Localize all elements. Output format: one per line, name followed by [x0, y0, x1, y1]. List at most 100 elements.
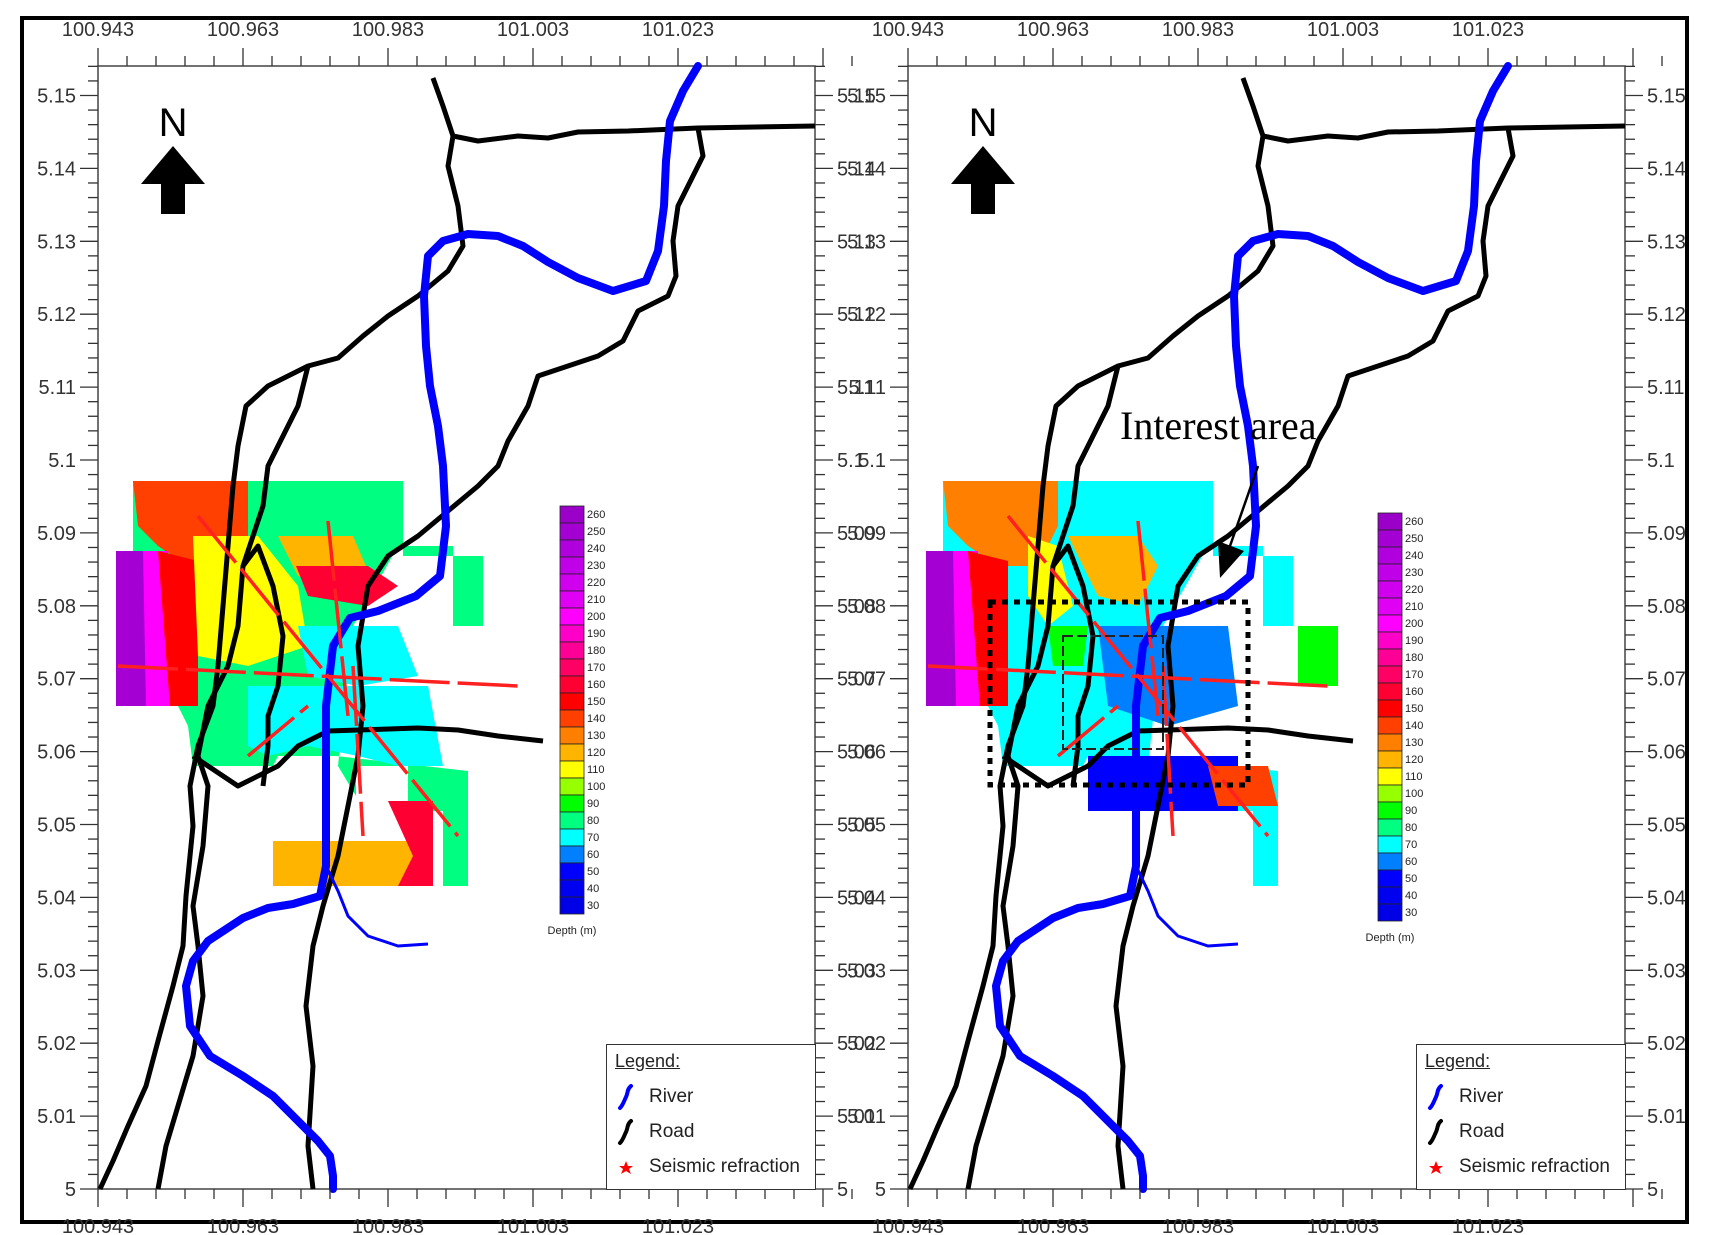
colorbar-level-label: 70	[1405, 839, 1417, 851]
y-tick-label-right: 5.14	[837, 158, 876, 180]
x-tick-label-top: 100.983	[1162, 19, 1234, 41]
y-tick-label-right: 5.1	[837, 450, 865, 472]
colorbar-level-label: 40	[587, 883, 599, 895]
y-tick-label-left: 5.06	[37, 742, 76, 764]
x-tick-label-bottom: 100.963	[207, 1216, 279, 1235]
y-tick-label-right: 5.01	[1647, 1106, 1686, 1128]
y-tick-label-right: 5.08	[1647, 596, 1686, 618]
x-tick-label-top: 100.963	[207, 19, 279, 41]
y-tick-label-left: 5.05	[847, 815, 886, 837]
colorbar-level-label: 80	[587, 815, 599, 827]
y-tick-label-left: 5	[875, 1179, 886, 1201]
legend-item: Road	[1425, 1118, 1504, 1146]
x-tick-label-bottom: 100.983	[1162, 1216, 1234, 1235]
y-tick-label-left: 5.09	[37, 523, 76, 545]
legend-item-label: Road	[649, 1121, 695, 1142]
y-tick-label-left: 5.07	[847, 669, 886, 691]
legend-item-label: Seismic refraction	[1459, 1156, 1610, 1177]
x-tick-label-bottom: 100.943	[62, 1216, 134, 1235]
colorbar-level-label: 200	[1405, 618, 1423, 630]
y-tick-label-left: 5.15	[847, 86, 886, 108]
y-tick-label-right: 5.11	[1647, 377, 1684, 399]
seismic-refraction-lines	[117, 514, 519, 838]
colorbar-level-label: 80	[1405, 822, 1417, 834]
legend-item-label: River	[649, 1086, 694, 1107]
y-tick-label-left: 5.04	[37, 887, 76, 909]
y-tick-label-left: 5	[65, 1179, 76, 1201]
legend-item: Seismic refraction	[615, 1153, 800, 1181]
colorbar-level-label: 230	[587, 560, 605, 572]
north-arrow-icon: N	[951, 101, 1015, 214]
y-tick-label-left: 5.03	[847, 960, 886, 982]
legend-item: Seismic refraction	[1425, 1153, 1610, 1181]
x-tick-label-top: 101.023	[642, 19, 714, 41]
callout-arrow-icon	[1218, 465, 1260, 578]
y-tick-label-right: 5.02	[837, 1033, 876, 1055]
y-tick-label-left: 5.1	[858, 450, 886, 472]
map-legend: Legend: River Road Seismic refraction	[1416, 1044, 1626, 1190]
y-tick-label-left: 5.08	[37, 596, 76, 618]
interest-area-box	[987, 599, 1251, 788]
y-tick-label-right: 5.14	[1647, 158, 1686, 180]
y-tick-label-left: 5.01	[847, 1106, 886, 1128]
y-tick-label-right: 5.06	[1647, 742, 1686, 764]
y-tick-label-right: 5.1	[1647, 450, 1675, 472]
road-line-icon	[618, 1119, 633, 1145]
y-tick-label-left: 5.04	[847, 887, 886, 909]
colorbar-level-label: 250	[1405, 533, 1423, 545]
x-tick-label-bottom: 101.003	[497, 1216, 569, 1235]
y-tick-label-left: 5.15	[37, 86, 76, 108]
y-tick-label-right: 5.09	[1647, 523, 1686, 545]
y-tick-label-left: 5.09	[847, 523, 886, 545]
y-tick-label-left: 5.07	[37, 669, 76, 691]
colorbar-level-label: 220	[587, 577, 605, 589]
colorbar-level-label: 160	[1405, 686, 1423, 698]
colorbar-level-label: 140	[587, 713, 605, 725]
svg-text:N: N	[969, 101, 998, 145]
x-tick-label-top: 100.963	[1017, 19, 1089, 41]
y-tick-label-right: 5.12	[837, 304, 876, 326]
road-line-icon	[1428, 1119, 1443, 1145]
colorbar-level-label: 30	[587, 900, 599, 912]
axis-ticks: 100.943 100.943 100.963 100.963 100.983 100.9…	[37, 19, 876, 1235]
seismic-star-icon	[1429, 1161, 1443, 1174]
x-tick-label-top: 100.983	[352, 19, 424, 41]
colorbar-level-label: 220	[1405, 584, 1423, 596]
y-tick-label-left: 5.12	[847, 304, 886, 326]
y-tick-label-right: 5.03	[1647, 960, 1686, 982]
colorbar-level-label: 120	[1405, 754, 1423, 766]
y-tick-label-left: 5.02	[37, 1033, 76, 1055]
colorbar-level-label: 200	[587, 611, 605, 623]
y-tick-label-right: 5.07	[1647, 669, 1686, 691]
colorbar-level-label: 210	[587, 594, 605, 606]
colorbar-level-label: 260	[1405, 516, 1423, 528]
colorbar-title: Depth (m)	[548, 925, 597, 937]
y-tick-label-right: 5.01	[837, 1106, 876, 1128]
y-tick-label-right: 5.15	[1647, 86, 1686, 108]
legend-title: Legend:	[1425, 1051, 1491, 1071]
colorbar-title: Depth (m)	[1366, 932, 1415, 944]
figure-frame	[20, 16, 1689, 1224]
x-tick-label-bottom: 100.943	[872, 1216, 944, 1235]
y-tick-label-left: 5.14	[847, 158, 886, 180]
y-tick-label-right: 5.05	[837, 815, 876, 837]
colorbar-level-label: 170	[587, 662, 605, 674]
legend-item: River	[1425, 1083, 1503, 1111]
y-tick-label-left: 5.11	[39, 377, 76, 399]
x-tick-label-top: 101.003	[1307, 19, 1379, 41]
map-legend: Legend: River Road Seismic refraction	[606, 1044, 816, 1190]
x-tick-label-top: 101.023	[1452, 19, 1524, 41]
colorbar-level-label: 150	[587, 696, 605, 708]
y-tick-label-left: 5.08	[847, 596, 886, 618]
river-line-icon	[618, 1084, 633, 1110]
colorbar-level-label: 170	[1405, 669, 1423, 681]
x-tick-label-top: 100.943	[872, 19, 944, 41]
depth-colorbar: 260 250 240 230 220 210 200 190 180 170 160 150 140 1…	[548, 505, 605, 937]
y-tick-label-left: 5.06	[847, 742, 886, 764]
y-tick-label-left: 5.13	[37, 231, 76, 253]
y-tick-label-left: 5.1	[48, 450, 76, 472]
colorbar-level-label: 240	[587, 543, 605, 555]
y-tick-label-right: 5	[837, 1179, 848, 1201]
x-tick-label-bottom: 100.983	[352, 1216, 424, 1235]
y-tick-label-left: 5.01	[37, 1106, 76, 1128]
